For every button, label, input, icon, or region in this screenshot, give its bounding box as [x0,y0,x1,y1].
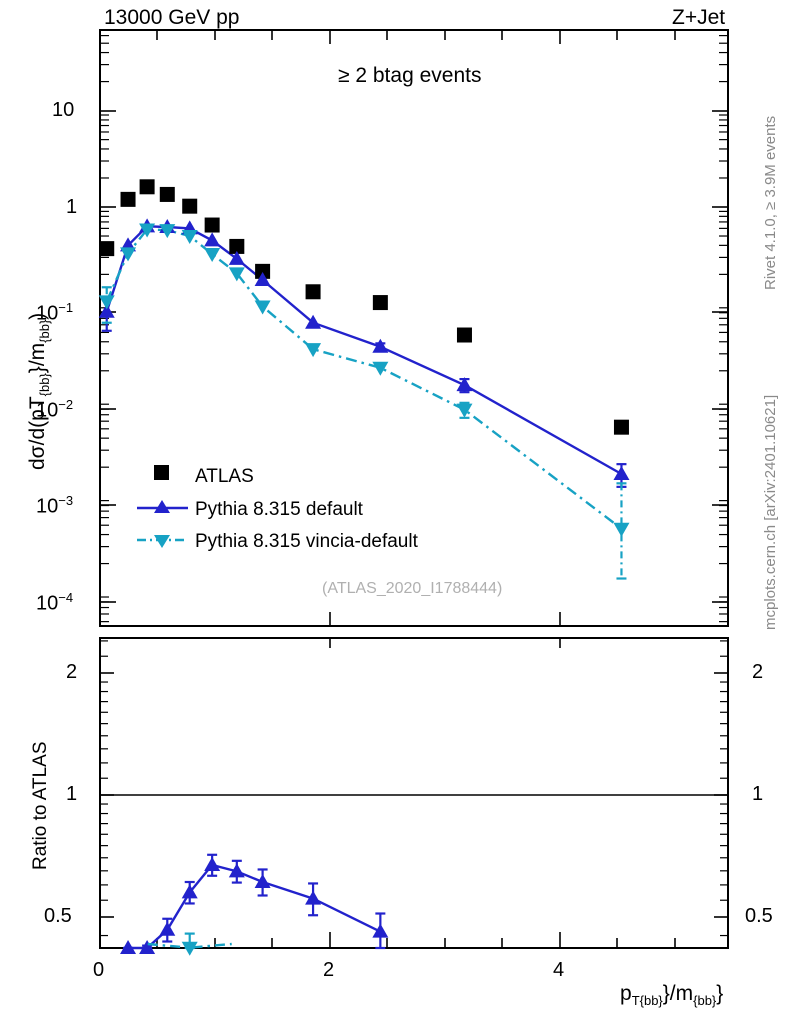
xtick-label-0: 0 [93,959,105,981]
data-marker-triangle-down [120,247,137,262]
data-marker-triangle-up [254,271,271,286]
legend-label-pythia-default: Pythia 8.315 default [195,499,363,520]
ratio-yaxis-ticks [100,672,728,918]
data-marker-square [255,263,271,279]
ratio-panel-frame [99,637,729,949]
data-marker-triangle-down [181,230,198,245]
ratio-marker [181,884,198,899]
main-xaxis-ticks [99,30,676,626]
ytick-label-10: 10 [52,99,75,121]
main-series-markers [98,179,630,537]
data-marker-square [182,198,198,214]
data-marker-triangle-up [372,338,389,353]
ytick-label-1e-2: 10−2 [36,397,74,422]
xtick-label-2: 2 [323,959,335,981]
main-yaxis-minor-ticks [100,34,728,623]
main-panel-title: ≥ 2 btag events [338,64,482,87]
ratio-marker [254,874,271,889]
main-yaxis-ticks [100,110,728,603]
xaxis-label: pT{bb}}/m{bb}} [620,982,724,1009]
ratio-ytick-right-label-1: 1 [752,783,764,805]
data-marker-triangle-up [613,465,630,480]
legend-marker-pythia-vincia [137,535,188,548]
data-marker-triangle-down [159,224,176,239]
data-marker-square [613,419,629,435]
data-marker-square [120,191,136,207]
ratio-marker [181,941,198,956]
data-marker-square [139,179,155,195]
legend-marker-pythia-default [137,500,188,513]
data-marker-triangle-down [254,300,271,315]
ratio-marker [228,863,245,878]
errorbar [616,482,627,580]
ratio-ytick-right-label-05: 0.5 [745,905,773,927]
data-marker-triangle-down [305,343,322,358]
data-marker-triangle-down [204,248,221,263]
series-line-2 [105,228,623,530]
ratio-ytick-label-05: 0.5 [44,905,72,927]
header-left-label: 13000 GeV pp [104,6,240,29]
ratio-marker [139,940,156,954]
data-marker-triangle-down [139,223,156,238]
ytick-label-1e-3: 10−3 [36,493,74,518]
data-marker-triangle-down [456,403,473,418]
data-marker-triangle-up [204,232,221,247]
data-marker-square [305,284,321,300]
dataset-watermark: (ATLAS_2020_I1788444) [322,580,503,597]
data-marker-square [159,186,175,202]
ratio-xaxis-ticks [99,638,676,948]
data-marker-triangle-down [228,267,245,282]
legend-label-pythia-vincia: Pythia 8.315 vincia-default [195,531,418,552]
ratio-yaxis-minor-ticks [100,640,728,937]
data-marker-triangle-up [305,314,322,329]
ratio-series [120,853,389,956]
header-right-label: Z+Jet [672,6,726,29]
xtick-label-4: 4 [553,959,565,981]
legend-label-atlas: ATLAS [195,466,254,487]
data-marker-triangle-up [456,377,473,392]
ratio-ytick-label-1: 1 [66,783,78,805]
ratio-marker [305,890,322,905]
data-marker-square [456,327,472,343]
legend-marker-atlas [154,465,169,480]
data-marker-square [229,238,245,254]
data-marker-triangle-up [98,303,115,318]
data-marker-triangle-down [98,295,115,310]
ratio-marker [159,921,176,936]
ratio-marker [204,856,221,871]
data-marker-square [372,295,388,311]
data-marker-square [99,241,115,257]
main-panel-frame [99,29,729,627]
ratio-ytick-right-label-2: 2 [752,661,764,683]
ratio-marker [372,923,389,938]
ytick-label-1e-4: 10−4 [36,590,74,615]
data-marker-triangle-up [228,250,245,265]
ratio-ytick-label-2: 2 [66,661,78,683]
main-series-lines [105,225,623,530]
data-marker-triangle-down [613,522,630,537]
ytick-label-1: 1 [66,196,78,218]
series-line-1 [105,225,623,476]
data-marker-triangle-down [372,361,389,376]
ytick-label-1e-1: 10−1 [36,300,74,325]
data-marker-square [204,217,220,233]
ratio-marker [120,940,137,954]
ratio-line-1 [147,942,232,949]
